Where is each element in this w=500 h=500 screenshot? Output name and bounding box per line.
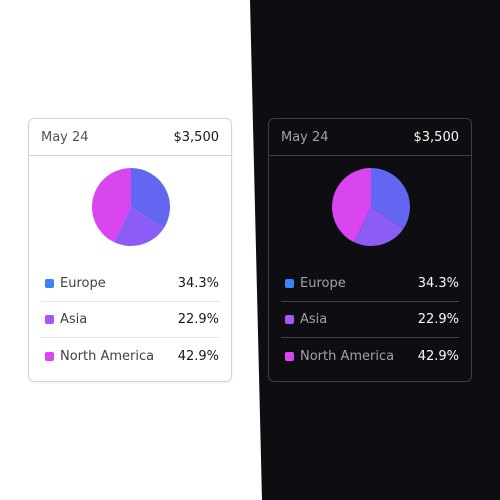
card-date: May 24 (281, 129, 329, 145)
legend-row-asia: Asia 22.9% (281, 302, 459, 338)
legend-label: North America (300, 348, 395, 364)
legend-row-europe: Europe 34.3% (41, 266, 219, 302)
card-total: $3,500 (173, 129, 220, 145)
legend-value: 22.9% (417, 312, 459, 327)
legend-row-asia: Asia 22.9% (41, 302, 219, 338)
legend-swatch (285, 279, 294, 288)
legend-swatch (45, 315, 54, 324)
legend: Europe 34.3% Asia 22.9% North America 42… (281, 266, 459, 374)
revenue-card-light: May 24 $3,500 Europe 34.3% Asia 22.9% No… (28, 118, 232, 382)
legend-label: Asia (300, 312, 328, 327)
legend-label: North America (60, 348, 155, 364)
legend-value: 42.9% (417, 348, 459, 364)
pie-slice-north-america (332, 168, 371, 243)
revenue-card-dark: May 24 $3,500 Europe 34.3% Asia 22.9% No… (268, 118, 472, 382)
legend-label: Asia (60, 312, 88, 327)
card-date: May 24 (41, 129, 89, 145)
pie-chart (92, 168, 170, 246)
legend-swatch (285, 351, 294, 361)
legend-value: 42.9% (177, 348, 219, 364)
legend-value: 22.9% (177, 312, 219, 327)
legend-swatch (45, 279, 54, 288)
legend-value: 34.3% (417, 276, 459, 291)
card-header: May 24 $3,500 (29, 119, 231, 156)
pie-chart (332, 168, 410, 246)
legend-swatch (45, 351, 54, 361)
pie-slice-asia (354, 207, 404, 246)
legend-label: Europe (300, 276, 346, 291)
card-header: May 24 $3,500 (269, 119, 471, 156)
legend-swatch (285, 315, 294, 324)
legend-row-north-america: North America 42.9% (281, 338, 459, 374)
pie-slice-europe (371, 168, 410, 229)
card-total: $3,500 (413, 129, 460, 145)
legend-value: 34.3% (177, 276, 219, 291)
pie-slice-north-america (92, 168, 131, 243)
legend-row-north-america: North America 42.9% (41, 338, 219, 374)
pie-slice-asia (114, 207, 164, 246)
pie-slice-europe (131, 168, 170, 229)
legend-row-europe: Europe 34.3% (281, 266, 459, 302)
legend-label: Europe (60, 276, 106, 291)
legend: Europe 34.3% Asia 22.9% North America 42… (41, 266, 219, 374)
